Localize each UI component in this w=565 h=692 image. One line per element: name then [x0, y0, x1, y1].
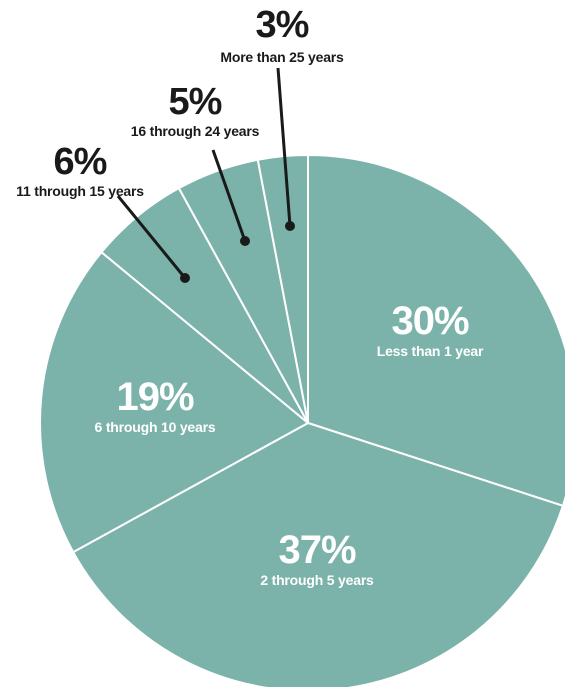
category-label-more-than-25-years: More than 25 years — [220, 49, 344, 65]
category-label-16-through-24-years: 16 through 24 years — [131, 123, 260, 139]
labels-layer: 30%Less than 1 year 37%2 through 5 years 1… — [16, 4, 484, 588]
value-label-16-through-24-years: 5% — [169, 81, 222, 123]
leader-line-more-than-25-years — [276, 67, 292, 227]
category-label-2-through-5-years: 2 through 5 years — [260, 572, 374, 588]
leader-dot-11-through-15-years — [180, 273, 190, 283]
value-label-2-through-5-years: 37% — [278, 528, 355, 572]
value-label-11-through-15-years: 6% — [54, 141, 107, 183]
slices-layer — [39, 153, 565, 692]
pie-slice-more-than-25-years — [256, 153, 309, 424]
category-label-6-through-10-years: 6 through 10 years — [95, 419, 216, 435]
leader-line-11-through-15-years — [116, 195, 187, 279]
leader-dot-more-than-25-years — [285, 221, 295, 231]
value-label-less-than-1-year: 30% — [391, 299, 468, 343]
pie-slice-6-through-10-years — [39, 250, 310, 554]
leader-dot-16-through-24-years — [240, 236, 250, 246]
category-label-less-than-1-year: Less than 1 year — [377, 343, 484, 359]
value-label-more-than-25-years: 3% — [256, 4, 309, 46]
leader-lines-layer — [116, 67, 295, 283]
category-label-11-through-15-years: 11 through 15 years — [16, 183, 144, 199]
pie-slice-less-than-1-year — [307, 153, 565, 508]
value-label-6-through-10-years: 19% — [116, 375, 193, 419]
leader-line-16-through-24-years — [211, 149, 247, 242]
